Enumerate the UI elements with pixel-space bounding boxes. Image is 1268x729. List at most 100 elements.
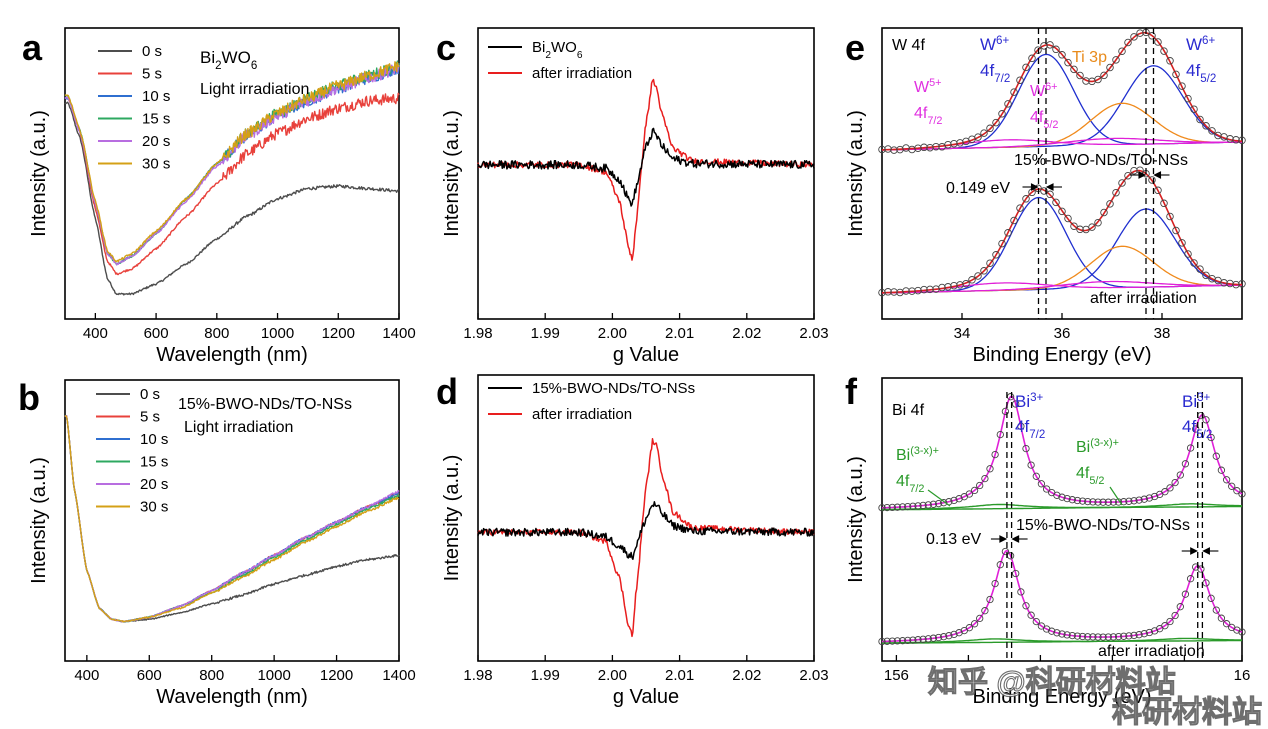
data-point <box>1145 494 1154 502</box>
data-point <box>1104 633 1112 641</box>
panel-e-ylabel: Intensity (a.u.) <box>845 110 867 237</box>
x-tick-label: 600 <box>144 325 169 342</box>
data-point <box>1028 54 1036 63</box>
data-point <box>1078 497 1087 505</box>
x-tick-label: 800 <box>199 667 224 684</box>
data-point <box>1220 279 1228 287</box>
panel-d-series <box>477 501 815 560</box>
data-point <box>1032 617 1040 626</box>
legend-label: 20 s <box>142 133 170 150</box>
text-part: 6+ <box>1202 35 1215 47</box>
panel-e-upper-envelope <box>882 31 1243 151</box>
x-tick-label: 2.03 <box>799 325 828 342</box>
text-part: 3+ <box>1197 392 1210 404</box>
x-tick-label: 16 <box>1234 667 1251 684</box>
x-tick-label: 2.02 <box>732 325 761 342</box>
x-tick-label: 34 <box>954 325 971 342</box>
panel-e-label-w5-sub: 4f7/2 <box>914 105 942 127</box>
panel-b-ylabel: Intensity (a.u.) <box>28 457 50 584</box>
data-point <box>878 145 886 154</box>
data-point <box>1238 280 1246 288</box>
data-point <box>1099 633 1107 641</box>
legend-label: 15 s <box>140 454 168 471</box>
data-point <box>893 637 902 645</box>
text-part: 4f <box>980 61 994 80</box>
text-part: 7/2 <box>927 115 942 127</box>
panel-f-ylabel: Intensity (a.u.) <box>845 456 867 583</box>
data-point <box>883 637 891 645</box>
text-part: 4f <box>914 105 928 122</box>
panel-e-label-w5: W5+ <box>914 77 942 96</box>
data-point <box>919 635 927 643</box>
x-tick-label: 2.02 <box>732 667 761 684</box>
data-point <box>1125 632 1133 640</box>
x-tick-label: 1400 <box>382 325 415 342</box>
text-part: 5/2 <box>1200 73 1216 85</box>
data-point <box>888 637 896 645</box>
data-point <box>980 129 988 137</box>
data-point <box>1178 239 1186 247</box>
data-point <box>914 144 922 152</box>
data-point <box>965 490 974 498</box>
data-point <box>1130 631 1138 640</box>
data-point <box>890 288 898 296</box>
panel-e-lower-component <box>882 280 1242 294</box>
data-point <box>1130 166 1138 175</box>
legend-label: 10 s <box>142 88 170 105</box>
panel-f-lower-datapoints <box>878 547 1246 646</box>
data-point <box>902 287 910 295</box>
data-point <box>1112 188 1120 197</box>
data-point <box>929 500 938 508</box>
data-point <box>1012 569 1020 578</box>
data-point <box>908 287 916 295</box>
data-point <box>1068 496 1076 504</box>
data-point <box>1202 271 1210 280</box>
panel-b-annotation-2: Light irradiation <box>184 419 293 436</box>
data-point <box>996 561 1004 569</box>
legend-label: 0 s <box>142 43 162 60</box>
data-point <box>909 636 917 644</box>
data-point <box>976 614 984 623</box>
text-part: WO <box>551 39 577 56</box>
data-point <box>1186 444 1195 452</box>
panel-b-series <box>64 415 400 623</box>
data-point <box>919 501 927 510</box>
data-point <box>883 503 891 512</box>
panel-f-label-bi3-5-sub: 4f5/2 <box>1182 417 1212 441</box>
panel-a-series <box>64 61 400 263</box>
text-part: (3-x)+ <box>910 445 939 457</box>
panel-c-legend: Bi2WO6 after irradiation <box>488 39 632 82</box>
data-point <box>1118 179 1126 187</box>
data-point <box>1089 633 1097 641</box>
x-tick-label: 1400 <box>382 667 415 684</box>
data-point <box>1192 563 1200 571</box>
data-point <box>1053 629 1061 637</box>
data-point <box>996 430 1004 439</box>
x-tick-label: 2.01 <box>665 325 694 342</box>
panel-b-annotation-1: 15%-BWO-NDs/TO-NSs <box>178 396 352 413</box>
data-point <box>1166 212 1174 221</box>
data-point <box>1094 633 1102 641</box>
arrowhead <box>1045 183 1054 191</box>
data-point <box>955 495 963 503</box>
data-point <box>950 496 958 505</box>
data-point <box>974 272 982 280</box>
panel-e-label-w6-7: W6+ <box>980 35 1009 54</box>
panel-c-series <box>477 127 815 207</box>
data-point <box>1064 58 1072 67</box>
data-point <box>1161 622 1169 630</box>
data-point <box>992 118 1000 127</box>
panel-e-label-ti3p: Ti 3p <box>1072 49 1107 66</box>
data-point <box>1078 632 1087 641</box>
x-tick-label: 1.98 <box>463 667 492 684</box>
panel-f-pointer <box>927 489 951 507</box>
text-part: 2 <box>215 60 221 72</box>
x-tick-label: 1200 <box>320 667 353 684</box>
data-point <box>1064 214 1072 223</box>
data-point <box>986 259 994 267</box>
panel-a-ylabel: Intensity (a.u.) <box>28 110 50 237</box>
data-point <box>1027 611 1035 619</box>
panel-f-lower-sample: after irradiation <box>1098 643 1205 660</box>
arrowhead <box>1153 171 1162 179</box>
panel-f-shift-arrows <box>990 535 1219 555</box>
